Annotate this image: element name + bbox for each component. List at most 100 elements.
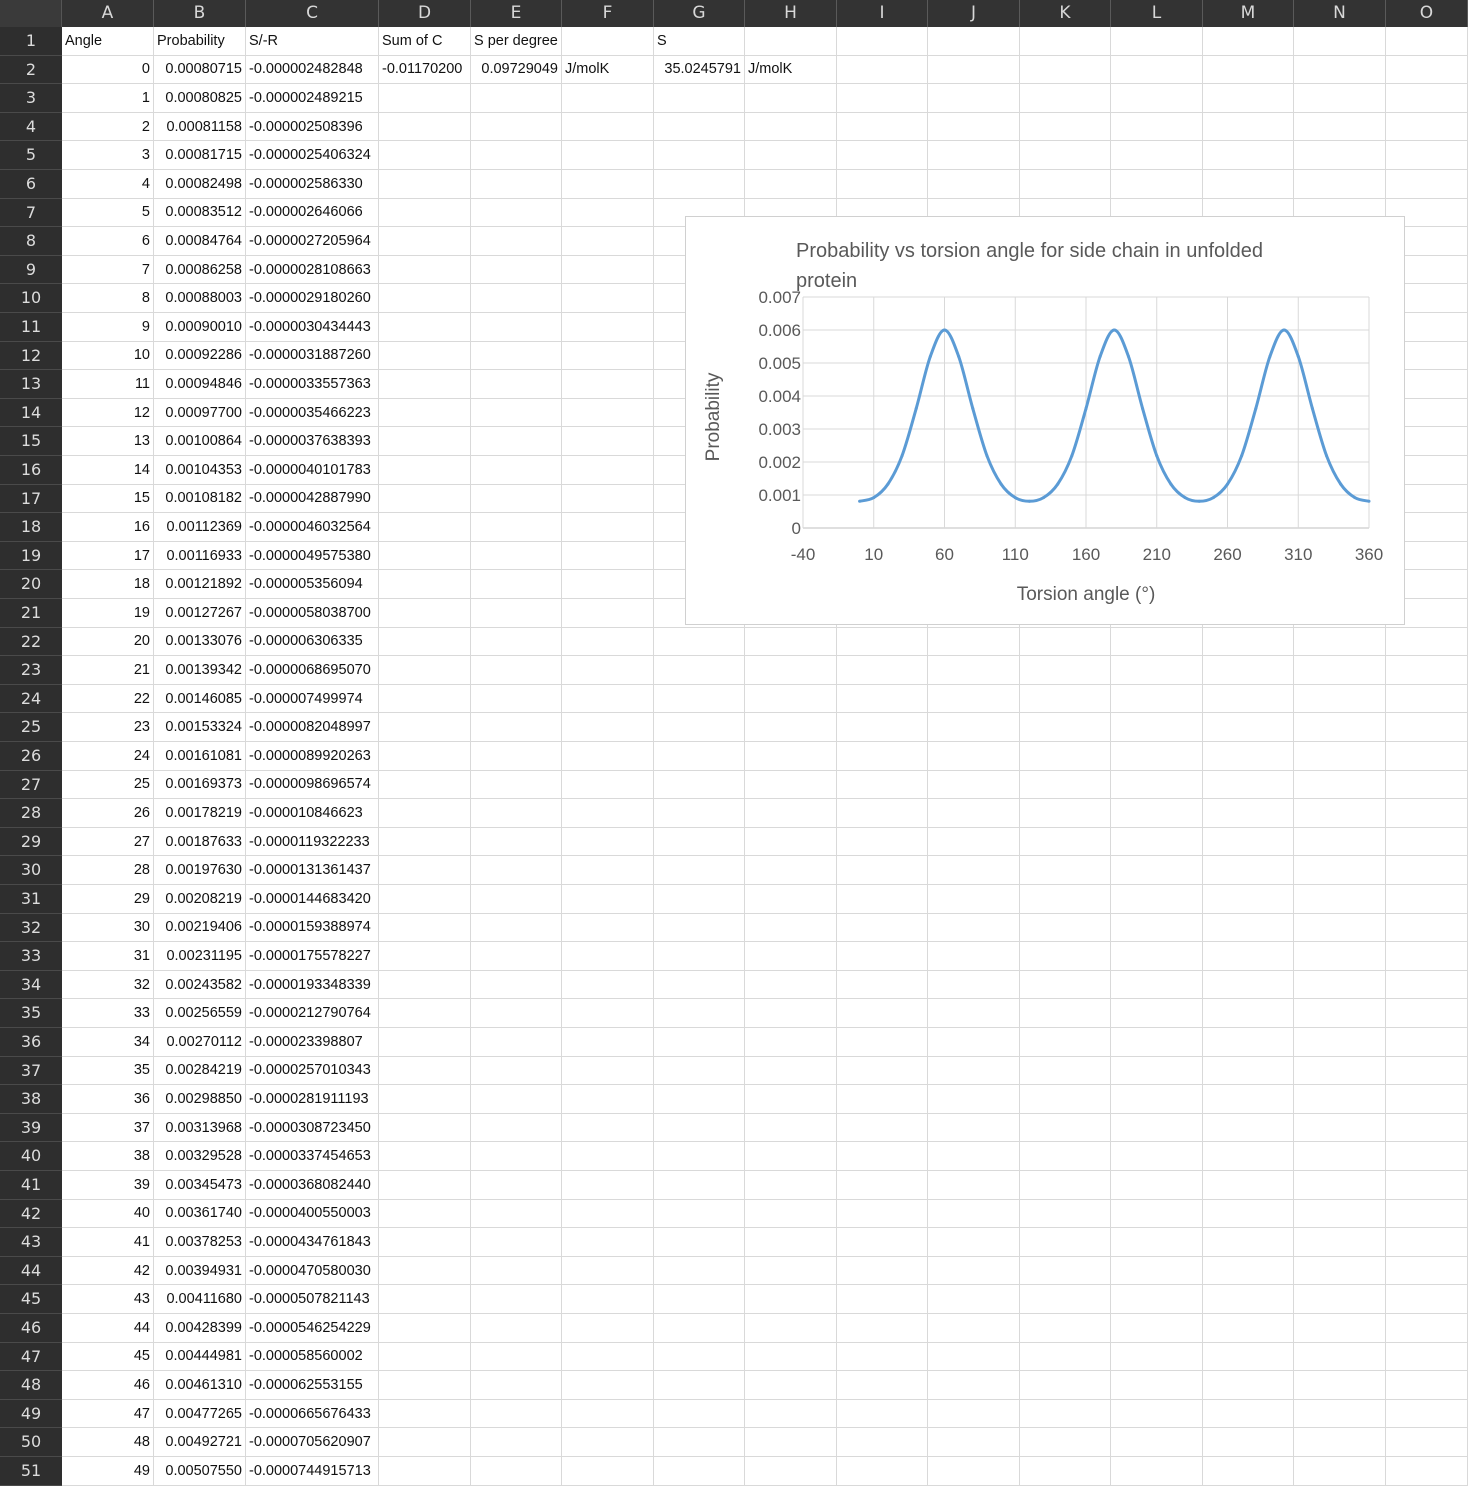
cell[interactable] <box>654 885 745 914</box>
cell[interactable] <box>928 1428 1020 1457</box>
cell[interactable] <box>1111 1428 1203 1457</box>
cell[interactable] <box>654 1371 745 1400</box>
cell-a18[interactable]: 16 <box>62 513 154 542</box>
cell-c51[interactable]: -0.0000744915713 <box>246 1457 379 1486</box>
cell[interactable] <box>654 1142 745 1171</box>
cell[interactable] <box>1203 84 1294 113</box>
cell-c15[interactable]: -0.0000037638393 <box>246 427 379 456</box>
cell-b43[interactable]: 0.00378253 <box>154 1228 246 1257</box>
cell[interactable] <box>1203 1142 1294 1171</box>
cell-b47[interactable]: 0.00444981 <box>154 1342 246 1372</box>
cell[interactable] <box>1111 1171 1203 1200</box>
cell-a2[interactable]: 0 <box>62 55 154 85</box>
cell[interactable] <box>1203 1428 1294 1457</box>
cell[interactable] <box>1386 1256 1468 1286</box>
cell[interactable] <box>654 1399 745 1429</box>
cell[interactable] <box>1294 999 1386 1028</box>
cell[interactable] <box>471 999 562 1028</box>
cell[interactable] <box>1111 713 1203 742</box>
cell[interactable] <box>1386 1285 1468 1314</box>
cell[interactable] <box>745 1285 837 1314</box>
cell[interactable] <box>562 599 654 628</box>
cell-a30[interactable]: 28 <box>62 856 154 885</box>
cell[interactable] <box>471 742 562 771</box>
cell[interactable] <box>562 341 654 371</box>
cell[interactable] <box>745 656 837 685</box>
row-header[interactable]: 50 <box>0 1428 62 1457</box>
cell[interactable] <box>1386 27 1468 56</box>
cell-a5[interactable]: 3 <box>62 141 154 170</box>
cell[interactable] <box>745 1428 837 1457</box>
cell-c28[interactable]: -0.000010846623 <box>246 799 379 828</box>
cell[interactable] <box>654 84 745 113</box>
row-header[interactable]: 10 <box>0 284 62 313</box>
cell-c20[interactable]: -0.000005356094 <box>246 570 379 599</box>
cell[interactable] <box>471 84 562 113</box>
cell-a35[interactable]: 33 <box>62 999 154 1028</box>
cell[interactable] <box>1386 1113 1468 1143</box>
cell-b25[interactable]: 0.00153324 <box>154 713 246 742</box>
cell-a39[interactable]: 37 <box>62 1113 154 1143</box>
cell[interactable] <box>837 27 928 56</box>
cell-b49[interactable]: 0.00477265 <box>154 1399 246 1429</box>
cell[interactable] <box>1020 799 1111 828</box>
cell[interactable] <box>379 856 471 885</box>
cell[interactable] <box>379 484 471 514</box>
row-header[interactable]: 43 <box>0 1228 62 1257</box>
cell[interactable] <box>379 341 471 371</box>
row-header[interactable]: 24 <box>0 684 62 714</box>
cell-a6[interactable]: 4 <box>62 170 154 199</box>
cell-c23[interactable]: -0.0000068695070 <box>246 656 379 685</box>
cell[interactable] <box>928 112 1020 142</box>
cell[interactable] <box>928 656 1020 685</box>
cell[interactable] <box>1203 1285 1294 1314</box>
cell-b29[interactable]: 0.00187633 <box>154 827 246 857</box>
column-header-i[interactable]: I <box>837 0 928 27</box>
cell[interactable] <box>1020 742 1111 771</box>
cell-b31[interactable]: 0.00208219 <box>154 885 246 914</box>
cell[interactable] <box>562 1199 654 1229</box>
cell[interactable] <box>471 1028 562 1057</box>
cell[interactable] <box>471 313 562 342</box>
cell[interactable] <box>471 370 562 399</box>
row-header[interactable]: 8 <box>0 227 62 256</box>
cell[interactable] <box>654 1256 745 1286</box>
cell[interactable] <box>837 170 928 199</box>
cell[interactable] <box>1203 112 1294 142</box>
cell[interactable] <box>654 1056 745 1086</box>
cell[interactable] <box>1203 913 1294 943</box>
cell[interactable] <box>1203 1056 1294 1086</box>
row-header[interactable]: 33 <box>0 942 62 971</box>
cell[interactable] <box>745 1342 837 1372</box>
cell-b22[interactable]: 0.00133076 <box>154 627 246 657</box>
cell[interactable] <box>471 970 562 1000</box>
row-header[interactable]: 18 <box>0 513 62 542</box>
cell[interactable] <box>562 827 654 857</box>
cell[interactable] <box>745 999 837 1028</box>
cell[interactable] <box>1386 84 1468 113</box>
cell-g2[interactable]: 35.0245791 <box>654 55 745 85</box>
cell[interactable] <box>562 1085 654 1114</box>
cell[interactable] <box>379 942 471 971</box>
cell-c8[interactable]: -0.0000027205964 <box>246 227 379 256</box>
cell[interactable] <box>379 885 471 914</box>
cell[interactable] <box>379 570 471 599</box>
cell[interactable] <box>1294 1142 1386 1171</box>
cell[interactable] <box>1111 827 1203 857</box>
cell[interactable] <box>1203 1028 1294 1057</box>
cell[interactable] <box>1386 827 1468 857</box>
cell[interactable] <box>379 1056 471 1086</box>
cell[interactable] <box>1294 112 1386 142</box>
cell[interactable] <box>928 742 1020 771</box>
cell-b51[interactable]: 0.00507550 <box>154 1457 246 1486</box>
cell[interactable] <box>379 770 471 800</box>
cell[interactable] <box>1020 1399 1111 1429</box>
cell-b6[interactable]: 0.00082498 <box>154 170 246 199</box>
row-header[interactable]: 30 <box>0 856 62 885</box>
cell[interactable] <box>837 885 928 914</box>
cell[interactable] <box>379 1113 471 1143</box>
cell[interactable] <box>1386 1028 1468 1057</box>
cell-b5[interactable]: 0.00081715 <box>154 141 246 170</box>
row-header[interactable]: 23 <box>0 656 62 685</box>
cell[interactable] <box>1111 1056 1203 1086</box>
